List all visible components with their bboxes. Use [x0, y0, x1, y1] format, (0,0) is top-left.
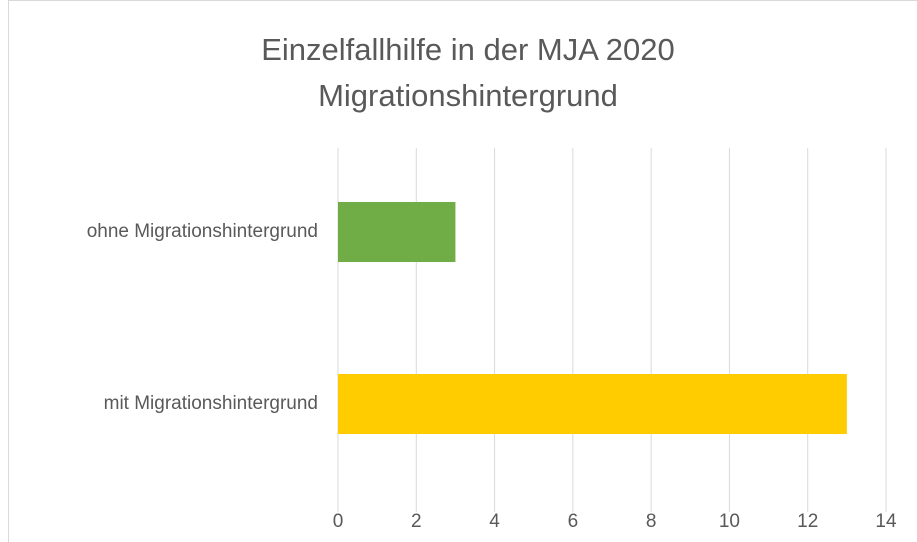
x-tick-label: 14 [875, 511, 897, 532]
chart-title: Einzelfallhilfe in der MJA 2020 [261, 32, 675, 67]
x-tick-label: 2 [411, 511, 422, 532]
bar [338, 374, 847, 434]
x-tick-label: 0 [333, 511, 344, 532]
y-tick-label: ohne Migrationshintergrund [87, 221, 318, 242]
x-tick-label: 8 [646, 511, 657, 532]
chart-border [8, 0, 917, 542]
x-tick-label: 6 [568, 511, 579, 532]
x-tick-label: 10 [719, 511, 740, 532]
y-tick-label: mit Migrationshintergrund [104, 393, 318, 414]
bar [338, 202, 456, 262]
chart-title: Migrationshintergrund [318, 78, 618, 113]
x-tick-label: 4 [489, 511, 500, 532]
x-tick-label: 12 [797, 511, 818, 532]
